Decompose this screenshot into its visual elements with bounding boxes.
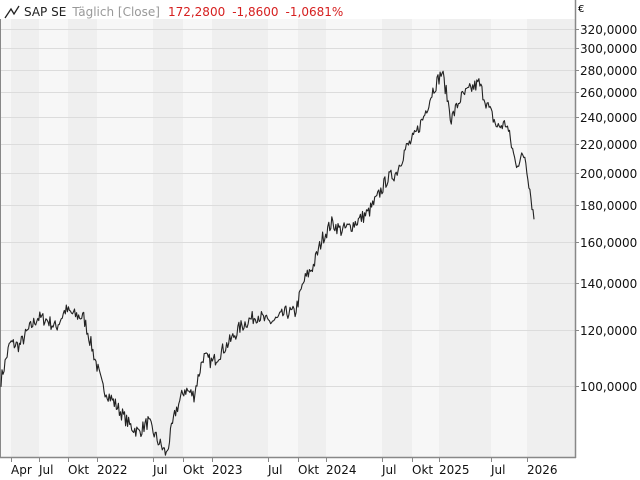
- x-tick-label: Jul: [268, 463, 283, 477]
- x-tick-label: Jul: [153, 463, 168, 477]
- x-tick-label: 2024: [326, 463, 357, 477]
- last-price: 172,2800: [167, 5, 226, 19]
- y-tick-label: 100,0000: [580, 379, 638, 394]
- y-tick-label: 220,0000: [580, 137, 638, 152]
- x-tick-label: 2025: [439, 463, 470, 477]
- background-band: [382, 19, 412, 457]
- x-tick-label: 2023: [212, 463, 243, 477]
- chart-mode: Täglich [Close]: [72, 5, 160, 19]
- x-tick-label: 2022: [97, 463, 128, 477]
- background-band: [0, 19, 11, 457]
- background-band: [183, 19, 212, 457]
- line-chart-icon: [4, 5, 20, 19]
- x-tick-label: Okt: [68, 463, 90, 477]
- background-band: [153, 19, 183, 457]
- background-band: [326, 19, 382, 457]
- background-band: [97, 19, 153, 457]
- chart-header: SAP SE Täglich [Close] 172,2800 -1,8600 …: [4, 3, 343, 21]
- y-tick-label: 260,0000: [580, 85, 638, 100]
- y-tick-label: 300,0000: [580, 41, 638, 56]
- background-band: [412, 19, 439, 457]
- background-band: [439, 19, 491, 457]
- background-band: [527, 19, 575, 457]
- instrument-name: SAP SE: [24, 5, 67, 19]
- y-tick-label: 160,0000: [580, 235, 638, 250]
- y-tick-label: 320,0000: [580, 22, 638, 37]
- x-tick-label: Apr: [11, 463, 32, 477]
- price-change-percent: -1,0681%: [285, 5, 344, 19]
- x-tick-label: Jul: [491, 463, 506, 477]
- x-tick-label: Okt: [298, 463, 320, 477]
- x-tick-label: Jul: [39, 463, 54, 477]
- x-tick-label: Okt: [412, 463, 434, 477]
- background-band: [68, 19, 97, 457]
- y-tick-label: 200,0000: [580, 166, 638, 181]
- y-tick-label: 240,0000: [580, 110, 638, 125]
- y-tick-label: 280,0000: [580, 63, 638, 78]
- background-band: [212, 19, 268, 457]
- background-band: [11, 19, 39, 457]
- background-band: [491, 19, 527, 457]
- y-tick-label: 140,0000: [580, 276, 638, 291]
- price-change: -1,8600: [232, 5, 279, 19]
- x-tick-label: Okt: [183, 463, 205, 477]
- price-line: [0, 70, 535, 456]
- y-tick-label: 180,0000: [580, 198, 638, 213]
- x-tick-label: Jul: [382, 463, 397, 477]
- x-tick-label: 2026: [527, 463, 558, 477]
- background-band: [268, 19, 298, 457]
- y-tick-label: 120,0000: [580, 323, 638, 338]
- currency-label: €: [578, 4, 585, 15]
- background-band: [39, 19, 68, 457]
